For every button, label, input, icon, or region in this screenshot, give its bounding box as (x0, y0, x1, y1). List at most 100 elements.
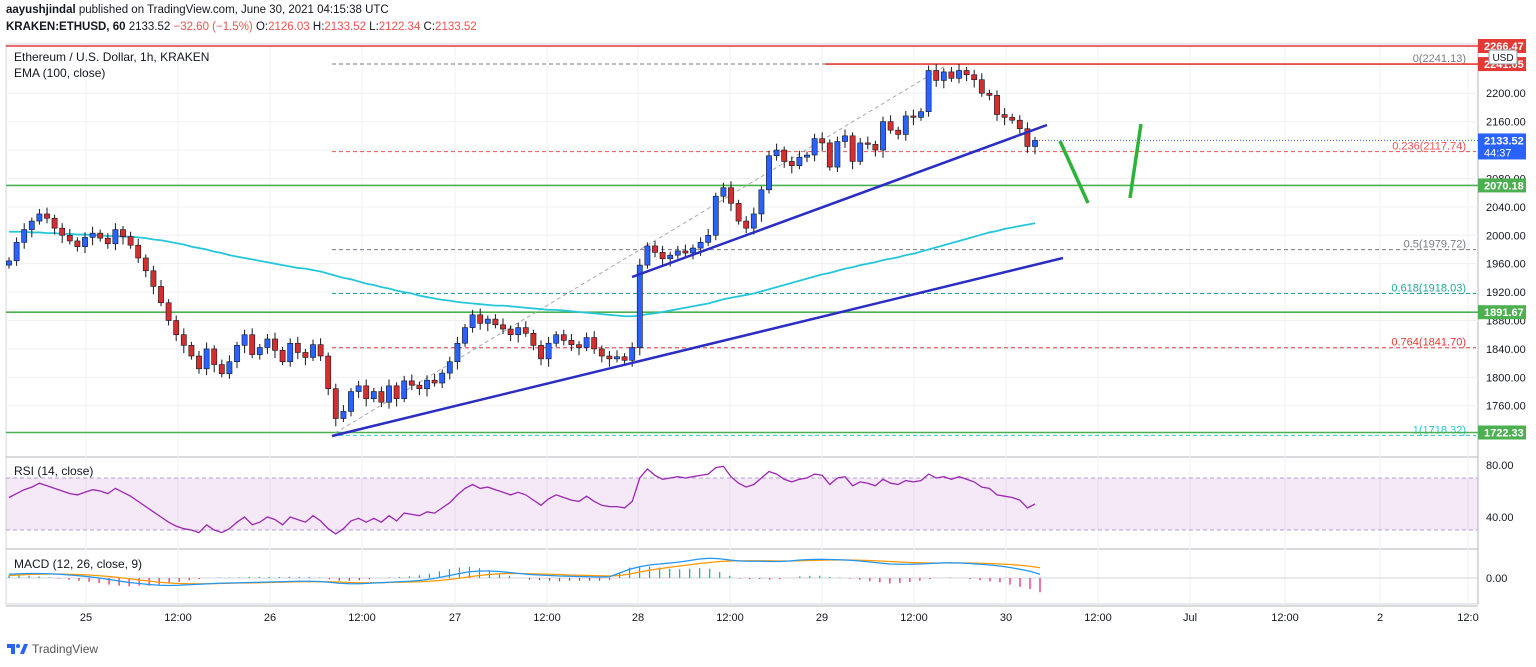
fib-label-0.618: 0.618(1918.03) (1391, 282, 1466, 294)
candle-body (576, 344, 582, 348)
candle-body (28, 220, 35, 230)
symbol-label: KRAKEN:ETHUSD, 60 (6, 21, 126, 33)
footer: TradingView (6, 642, 98, 656)
rsi-pane: RSI (14, close) 40.00 80.00 (6, 460, 1514, 535)
fibonacci-levels: 0(2241.13) 0.236(2117.74) 0.5(1979.72) 0.61… (332, 53, 1476, 436)
candle-body (112, 229, 119, 245)
projection-arrows (1058, 123, 1143, 204)
currency-badge-bg (1488, 49, 1518, 65)
time-tick-label: 12:00 (716, 612, 744, 624)
price-axis[interactable]: 1760.001800.001840.001880.001920.001960.… (1478, 39, 1526, 440)
candle-body (994, 95, 1000, 115)
time-tick-label: 12:00 (1084, 612, 1112, 624)
price-tick-label: 1960.00 (1486, 259, 1526, 271)
candle-body (659, 252, 666, 260)
time-axis[interactable]: 25 12:00 26 12:00 27 12:00 28 12:00 29 12:00 30 12:… (80, 612, 1479, 624)
candle-body (325, 355, 332, 389)
candle-body (203, 348, 210, 370)
time-tick-label: 26 (264, 612, 276, 624)
candle-body (1009, 117, 1016, 121)
candle-body (294, 342, 301, 353)
candle-body (902, 115, 909, 135)
candle-body (234, 345, 240, 363)
rsi-line (8, 465, 1036, 535)
open-label: O: (255, 21, 269, 33)
candle-body (978, 79, 985, 94)
candle-body (629, 347, 636, 361)
candle-body (287, 342, 294, 363)
main-pane-titles: Ethereum / U.S. Dollar, 1h, KRAKEN EMA (1… (14, 50, 209, 80)
candle-body (249, 334, 256, 355)
candle-body (743, 220, 750, 229)
chart-area[interactable]: 0(2241.13) 0.236(2117.74) 0.5(1979.72) 0.61… (0, 0, 1536, 640)
time-tick-label: 27 (449, 612, 461, 624)
candle-body (530, 332, 537, 346)
candle-body (583, 337, 590, 348)
candle-body (477, 314, 484, 324)
candle-body (226, 361, 233, 375)
time-tick-label: 12:00 (164, 612, 192, 624)
time-tick-label: 12:00 (1271, 612, 1299, 624)
candle-body (697, 242, 704, 249)
candle-body (386, 385, 392, 403)
candle-body (682, 250, 689, 254)
time-tick-label: 12:00 (900, 612, 928, 624)
candle-body (560, 334, 567, 341)
candle-body (158, 286, 164, 304)
candle-body (13, 242, 20, 262)
author-name[interactable]: aayushjindal (6, 4, 76, 16)
candle-body (1001, 114, 1008, 118)
price-tag-bg (1478, 305, 1526, 320)
price-tick-label: 2200.00 (1486, 88, 1526, 100)
candle-body (378, 391, 385, 403)
candle-body (120, 229, 126, 237)
fib-label-0: 0(2241.13) (1413, 53, 1466, 65)
candle-body (522, 327, 529, 334)
fib-diagonal (334, 64, 948, 434)
candle-body (963, 70, 970, 76)
candle-body (895, 129, 902, 135)
candle-body (150, 270, 157, 287)
candle-body (363, 385, 370, 399)
candle-body (74, 240, 81, 247)
footer-brand[interactable]: TradingView (32, 642, 99, 656)
candle-body (880, 121, 886, 151)
candle-body (515, 327, 522, 336)
candle-body (507, 328, 514, 336)
candle-body (66, 234, 73, 242)
candle-body (811, 138, 818, 156)
price-tick-label: 2000.00 (1486, 230, 1526, 242)
candle-body (401, 380, 408, 399)
candle-body (302, 352, 309, 358)
candle-body (484, 318, 491, 324)
macd-tick-label: 0.00 (1486, 573, 1507, 585)
candle-body (758, 189, 765, 215)
candle-body (705, 234, 712, 243)
price-tag-countdown: 44:37 (1484, 147, 1512, 159)
candle-body (621, 356, 628, 361)
trendline-mid-term[interactable] (331, 256, 1064, 438)
candle-body (636, 264, 643, 348)
trendlines (331, 123, 1064, 438)
price-change: −32.60 (−1.5%) (173, 21, 253, 33)
time-tick-label: 12:00 (348, 612, 376, 624)
candle-body (256, 347, 263, 355)
candle-body (545, 342, 552, 360)
macd-line (8, 557, 1041, 587)
time-tick-label: 25 (80, 612, 92, 624)
candle-body (454, 342, 461, 363)
candle-body (1032, 140, 1038, 147)
candle-body (728, 187, 734, 204)
candle-body (332, 388, 339, 419)
candle-body (416, 384, 423, 389)
price-tag-label: 2133.52 (1484, 135, 1524, 147)
price-tag-label: 1891.67 (1484, 307, 1524, 319)
price-tag-bg (1478, 133, 1526, 160)
price-tag-bg (1478, 425, 1526, 440)
candle-body (598, 348, 605, 357)
candle-body (36, 213, 43, 222)
candle-body (986, 92, 993, 96)
fib-label-0.236: 0.236(2117.74) (1392, 141, 1466, 153)
price-tag-label: 2070.18 (1484, 180, 1524, 192)
trendline-short-term[interactable] (631, 123, 1048, 279)
